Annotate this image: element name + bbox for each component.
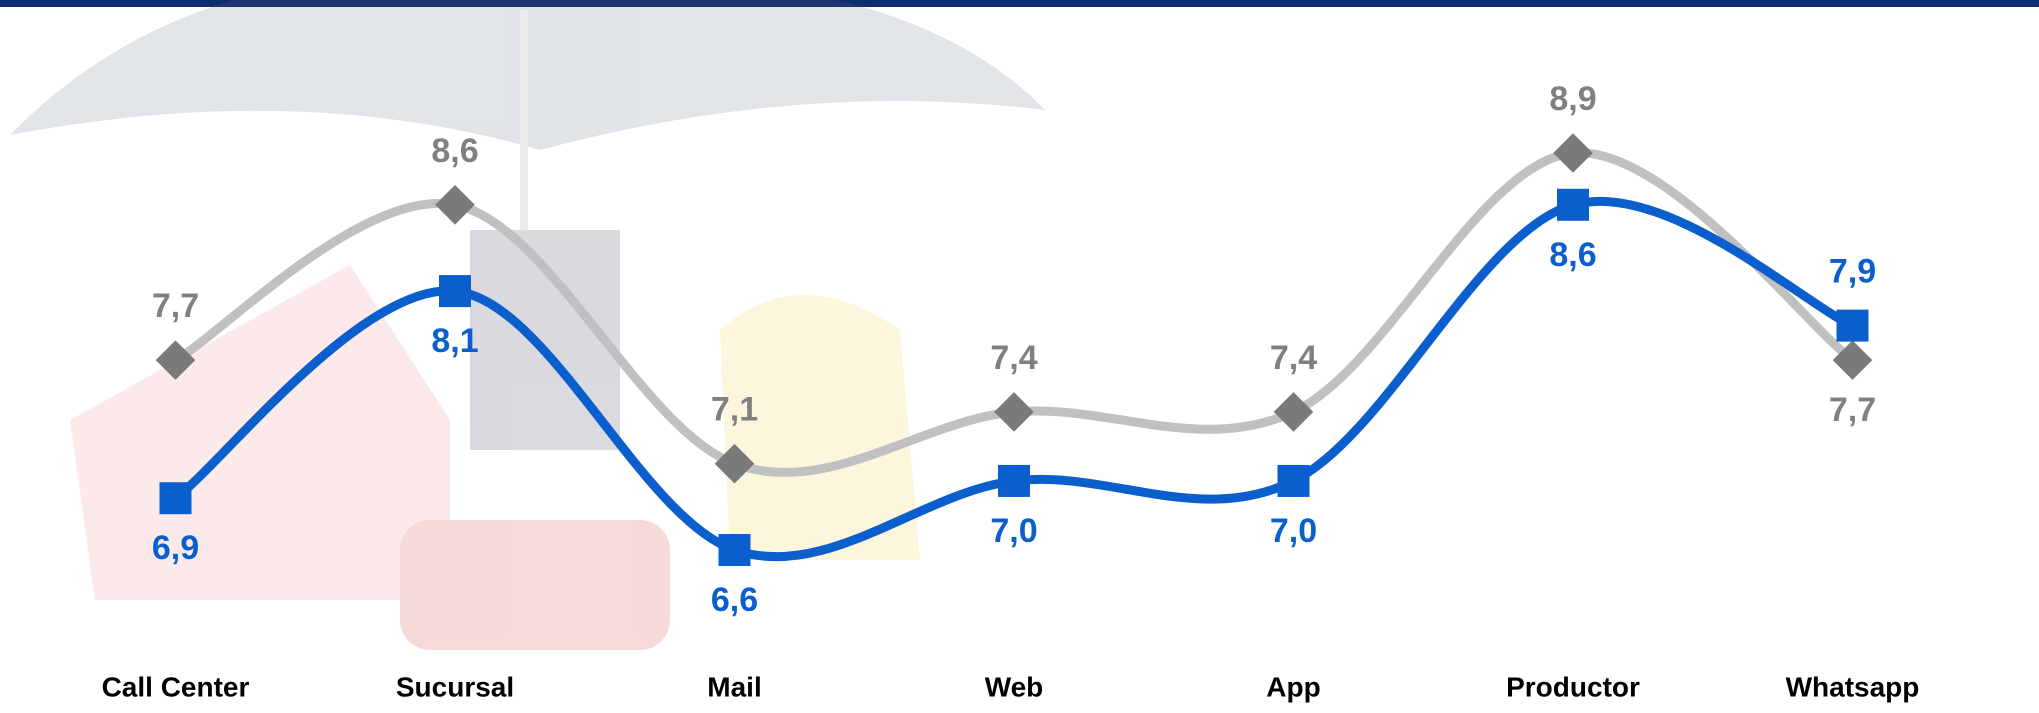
x-tick-label: Mail [707, 671, 761, 702]
data-label: 6,9 [152, 529, 199, 567]
x-tick-label: App [1266, 671, 1320, 702]
data-label: 7,0 [990, 512, 1037, 550]
marker [439, 275, 471, 308]
data-label: 7,4 [990, 339, 1037, 377]
x-tick-label: Whatsapp [1786, 671, 1920, 702]
x-tick-label: Web [985, 671, 1044, 702]
top-bar [0, 0, 2039, 7]
marker [998, 464, 1030, 497]
data-label: 8,6 [1549, 236, 1596, 274]
marker [1836, 309, 1869, 342]
marker [994, 392, 1034, 432]
data-label: 7,9 [1829, 253, 1876, 291]
data-label: 8,9 [1549, 80, 1596, 118]
data-label: 7,7 [152, 287, 199, 325]
marker [1557, 188, 1589, 221]
data-label: 8,6 [431, 132, 478, 170]
marker [714, 443, 755, 484]
data-label: 7,7 [1829, 391, 1876, 429]
background-illustration [10, 0, 1045, 650]
marker [155, 340, 196, 380]
marker [435, 184, 475, 225]
marker [159, 482, 192, 515]
x-tick-label: Sucursal [396, 671, 514, 702]
data-label: 6,6 [711, 581, 758, 619]
marker [1277, 464, 1310, 497]
data-label: 7,0 [1270, 512, 1317, 550]
marker [718, 534, 751, 566]
data-label: 8,1 [431, 322, 478, 360]
x-tick-label: Call Center [102, 671, 250, 702]
data-label: 7,1 [711, 391, 758, 429]
marker [1273, 392, 1314, 432]
data-label: 7,4 [1270, 339, 1317, 377]
marker [1553, 133, 1593, 173]
x-tick-label: Productor [1506, 671, 1640, 702]
